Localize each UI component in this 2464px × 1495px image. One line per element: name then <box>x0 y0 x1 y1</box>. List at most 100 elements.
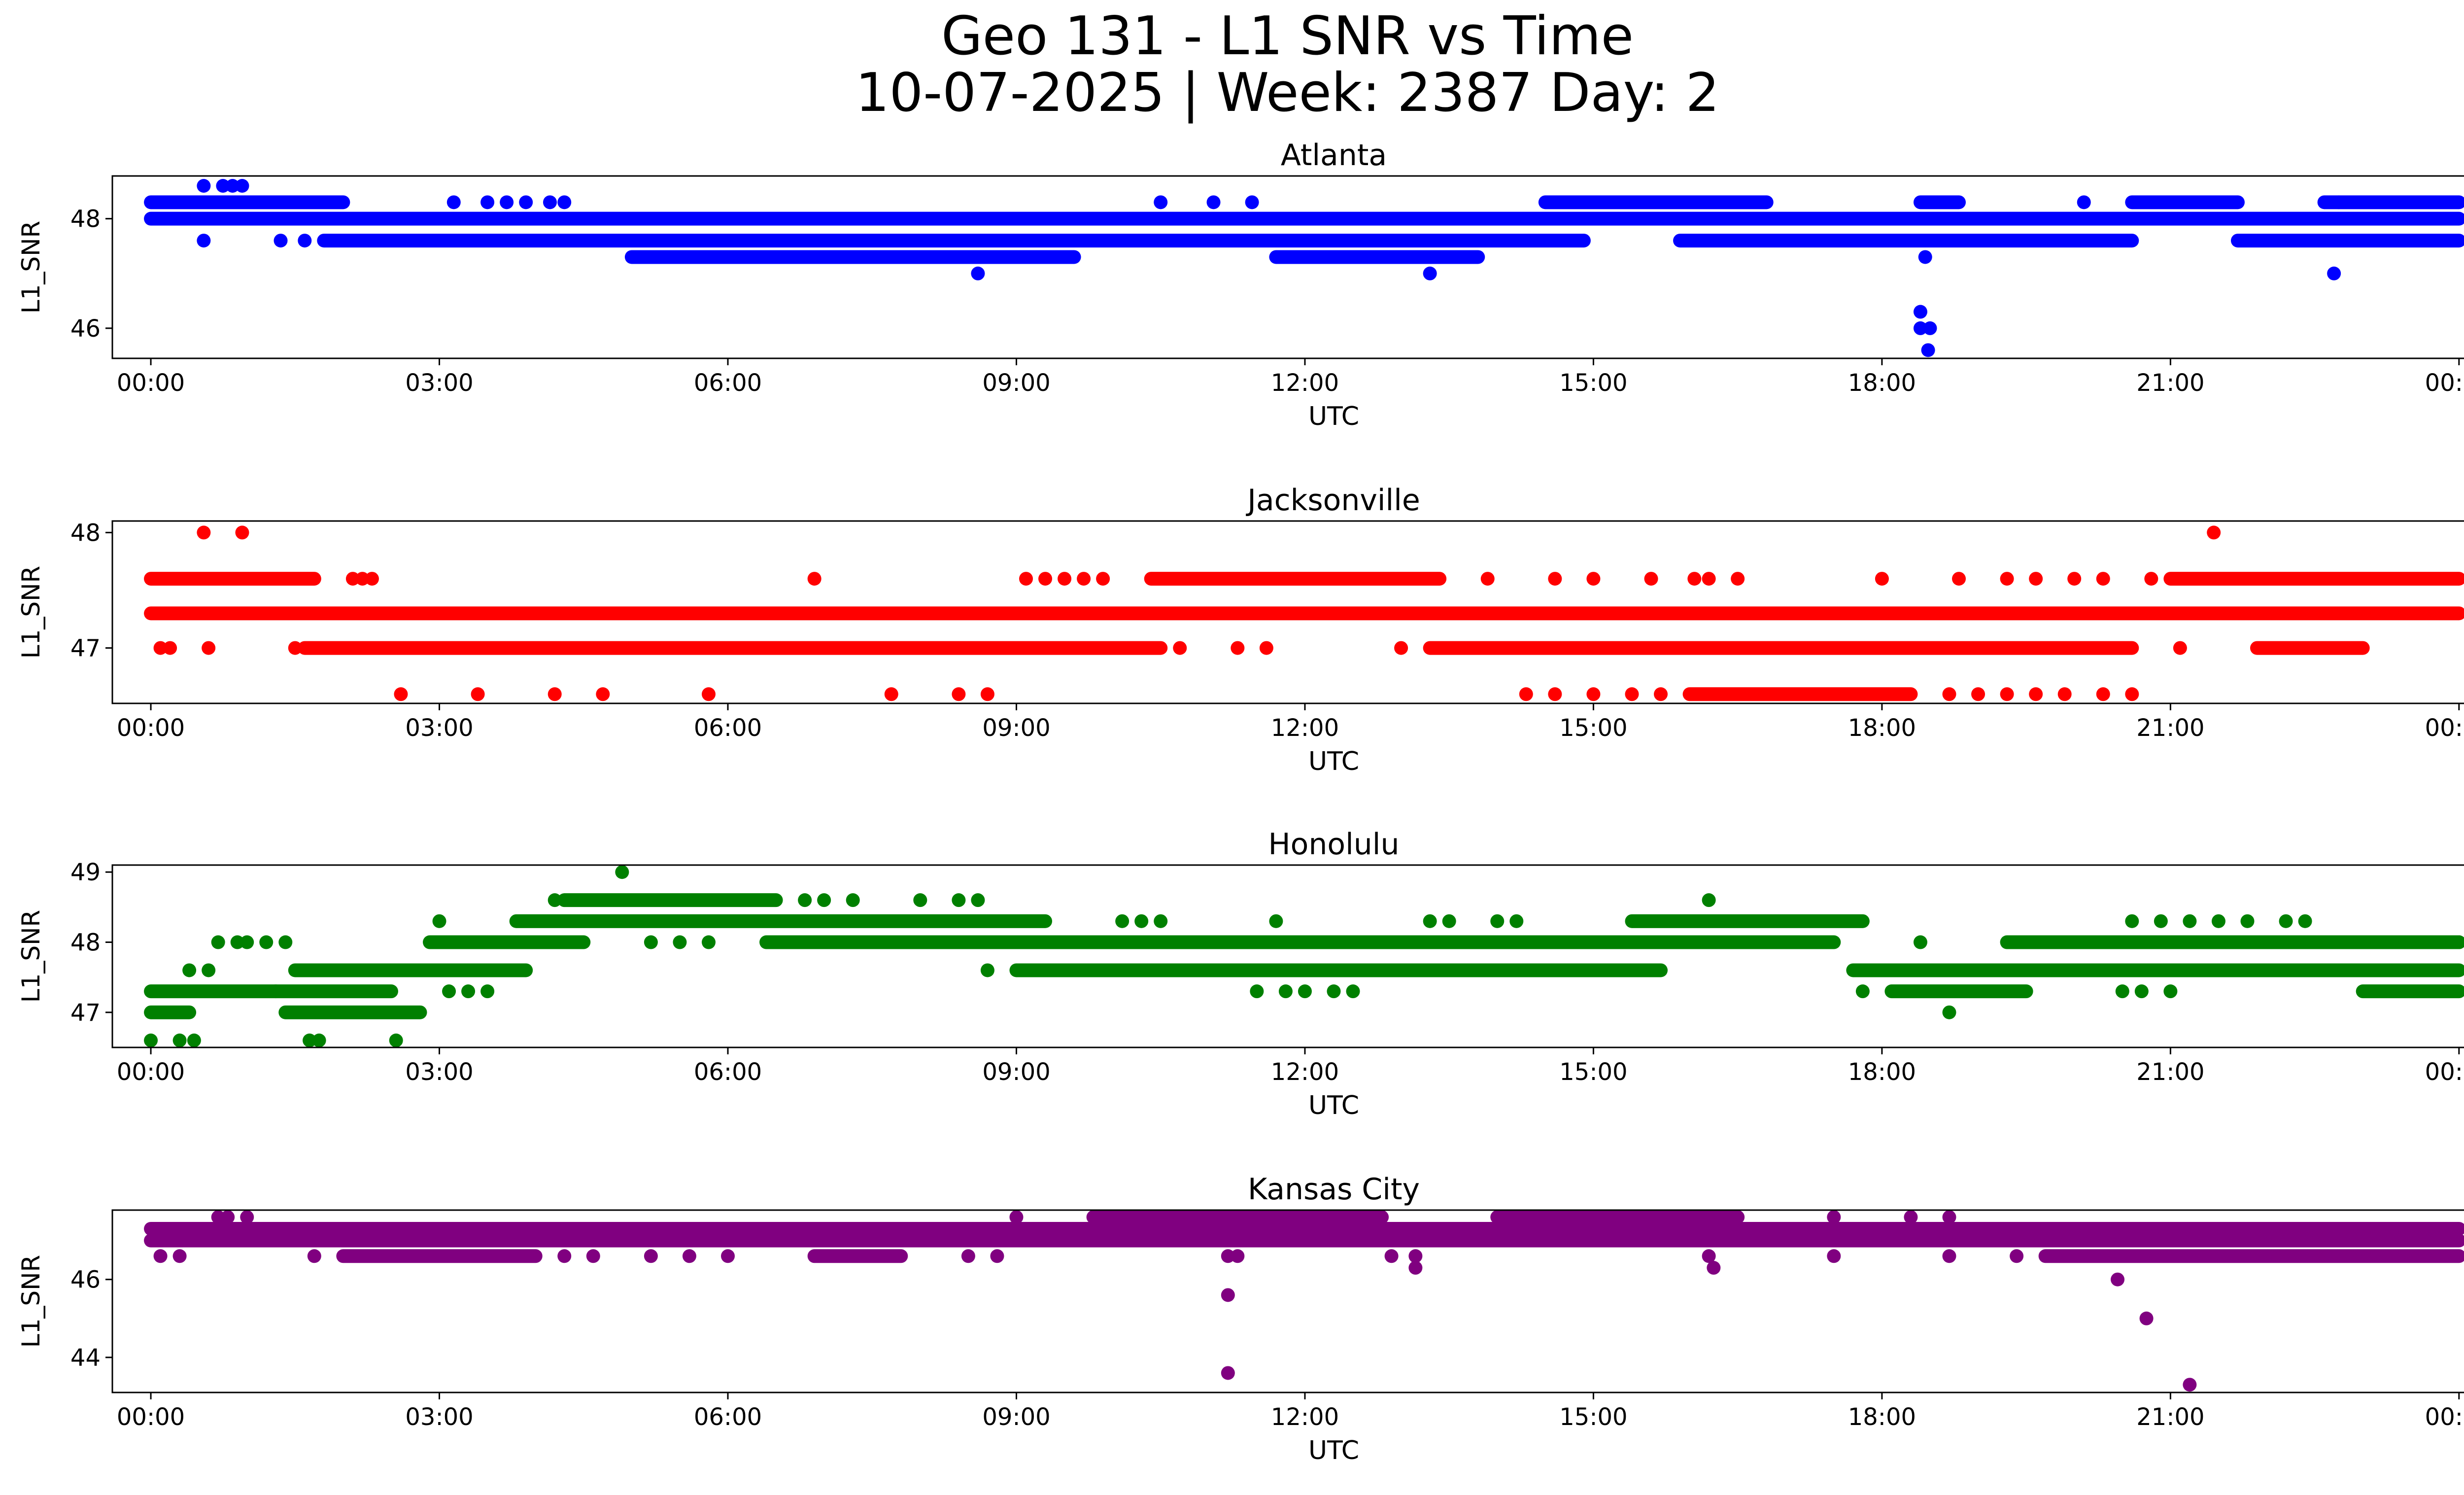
x-tick-label: 00:00 <box>2425 1058 2464 1086</box>
data-point <box>298 234 312 248</box>
y-tick-label: 47 <box>70 635 101 662</box>
data-point <box>980 687 994 701</box>
x-tick-label: 21:00 <box>2136 369 2204 397</box>
data-point <box>1442 914 1456 928</box>
data-point <box>2000 687 2014 701</box>
data-points <box>144 1210 2464 1392</box>
data-point <box>1154 195 1168 209</box>
data-point <box>2375 935 2389 949</box>
data-point <box>2375 1221 2389 1236</box>
x-tick-label: 00:00 <box>117 1058 185 1086</box>
data-point <box>1408 1249 1423 1263</box>
data-point <box>211 935 225 949</box>
data-point <box>471 687 485 701</box>
data-point <box>1327 984 1341 999</box>
figure-subtitle: 10-07-2025 | Week: 2387 Day: 2 <box>855 62 1720 124</box>
data-point <box>230 935 244 949</box>
data-point <box>2096 572 2110 586</box>
data-point <box>1913 321 1927 335</box>
y-axis-label: L1_SNR <box>17 221 45 314</box>
data-point <box>2327 266 2341 280</box>
data-point <box>1654 687 1668 701</box>
data-point <box>1096 572 1110 586</box>
data-point <box>543 195 557 209</box>
subplot-kansas-city: 00:00 03:00 06:00 09:00 12:00 15:00 18:00 21:00… <box>17 1172 2464 1465</box>
data-point <box>1586 572 1601 586</box>
data-point <box>2298 914 2312 928</box>
data-point <box>971 893 985 907</box>
data-point <box>2269 1221 2284 1236</box>
data-point <box>221 1210 235 1224</box>
data-point <box>187 1033 201 1047</box>
data-point <box>2163 984 2178 999</box>
data-point <box>1009 1210 1024 1224</box>
subplot-honolulu: 00:00 03:00 06:00 09:00 12:00 15:00 18:00 21:00… <box>17 827 2464 1120</box>
x-axis-label: UTC <box>1308 747 1359 776</box>
data-point <box>1913 305 1927 319</box>
data-point <box>701 687 716 701</box>
data-point <box>1038 572 1053 586</box>
x-tick-label: 00:00 <box>117 1403 185 1431</box>
data-point <box>1687 572 1702 586</box>
data-point <box>2125 687 2139 701</box>
data-point <box>644 935 658 949</box>
y-tick-label: 48 <box>70 929 101 957</box>
data-point <box>2096 687 2110 701</box>
data-point <box>2029 687 2043 701</box>
y-tick-label: 46 <box>70 1266 101 1294</box>
data-point <box>980 963 994 977</box>
subplot-title: Jacksonville <box>1245 483 1420 518</box>
data-point <box>1423 266 1437 280</box>
data-point <box>1245 195 1259 209</box>
data-point <box>2173 641 2187 655</box>
x-tick-label: 15:00 <box>1559 369 1627 397</box>
data-point <box>1702 572 1716 586</box>
x-tick-label: 06:00 <box>694 714 762 742</box>
data-point <box>1875 572 1889 586</box>
data-point <box>1154 914 1168 928</box>
data-point <box>846 893 860 907</box>
y-tick-label: 46 <box>70 315 101 343</box>
data-point <box>389 1033 403 1047</box>
data-point <box>1221 1288 1235 1302</box>
x-axis-label: UTC <box>1308 1091 1359 1120</box>
data-point <box>2000 572 2014 586</box>
data-point <box>312 1033 326 1047</box>
data-point <box>480 195 495 209</box>
data-point <box>1913 935 1927 949</box>
data-point <box>355 963 370 977</box>
data-point <box>432 914 446 928</box>
x-tick-label: 15:00 <box>1559 1058 1627 1086</box>
y-tick-label: 44 <box>70 1344 101 1372</box>
data-point <box>682 1249 696 1263</box>
axes-frame <box>111 520 2464 704</box>
data-point <box>961 1249 975 1263</box>
x-axis-label: UTC <box>1308 402 1359 431</box>
data-point <box>2289 1221 2303 1236</box>
data-point <box>1394 641 1408 655</box>
data-point <box>990 1249 1004 1263</box>
data-point <box>1298 984 1312 999</box>
data-point <box>1904 1210 1918 1224</box>
data-point <box>2125 914 2139 928</box>
data-point <box>1855 984 1870 999</box>
data-point <box>1827 1249 1841 1263</box>
data-point <box>182 963 197 977</box>
subplot-title: Kansas City <box>1248 1172 1420 1207</box>
data-point <box>644 1249 658 1263</box>
x-tick-label: 12:00 <box>1271 1403 1339 1431</box>
data-point <box>1206 195 1221 209</box>
data-point <box>172 1249 187 1263</box>
data-point <box>197 234 211 248</box>
data-point <box>1952 572 1966 586</box>
data-point <box>1231 641 1245 655</box>
data-point <box>1918 250 1932 264</box>
data-point <box>1827 1210 1841 1224</box>
x-tick-label: 12:00 <box>1271 1058 1339 1086</box>
data-point <box>274 234 288 248</box>
data-point <box>952 687 966 701</box>
data-points <box>144 525 2464 701</box>
data-point <box>446 195 461 209</box>
x-axis-label: UTC <box>1308 1436 1359 1465</box>
data-point <box>2010 1249 2024 1263</box>
